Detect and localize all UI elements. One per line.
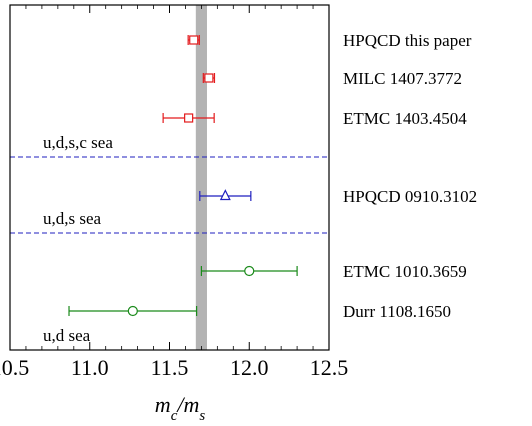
circle-marker <box>127 305 138 317</box>
point-label: HPQCD this paper <box>343 31 472 50</box>
x-tick-label: 10.5 <box>0 355 29 380</box>
data-point <box>202 73 216 83</box>
data-point <box>200 265 298 277</box>
axes-layer: 10.5 11.0 11.5 12.0 12.5 <box>0 4 349 380</box>
square-marker <box>204 73 214 83</box>
point-label: ETMC 1403.4504 <box>343 109 467 128</box>
point-label: MILC 1407.3772 <box>343 69 462 88</box>
data-points-layer <box>68 35 298 317</box>
plot-frame <box>9 4 330 351</box>
data-point <box>187 35 200 45</box>
square-marker <box>189 35 199 45</box>
point-label: Durr 1108.1650 <box>343 302 451 321</box>
reference-band <box>195 5 207 350</box>
square-marker <box>184 113 194 123</box>
x-tick-label: 12.0 <box>230 355 269 380</box>
x-tick-label: 12.5 <box>310 355 349 380</box>
separator-layer <box>10 156 329 234</box>
x-axis-label: mc/ms <box>155 392 206 424</box>
sea-label: u,d,s,c sea <box>43 133 113 152</box>
sea-label: u,d,s sea <box>43 209 102 228</box>
reference-band-layer <box>195 5 207 350</box>
labels-layer: u,d,s,c sea u,d,s sea u,d sea HPQCD this pa… <box>43 31 477 345</box>
x-tick-label: 11.0 <box>71 355 109 380</box>
point-label: HPQCD 0910.3102 <box>343 187 477 206</box>
triangle-marker <box>219 189 231 201</box>
sea-label: u,d sea <box>43 326 91 345</box>
data-point <box>162 113 215 123</box>
data-point <box>199 189 252 201</box>
data-point <box>68 305 198 317</box>
x-tick-label: 11.5 <box>151 355 189 380</box>
circle-marker <box>244 265 255 277</box>
point-label: ETMC 1010.3659 <box>343 262 467 281</box>
